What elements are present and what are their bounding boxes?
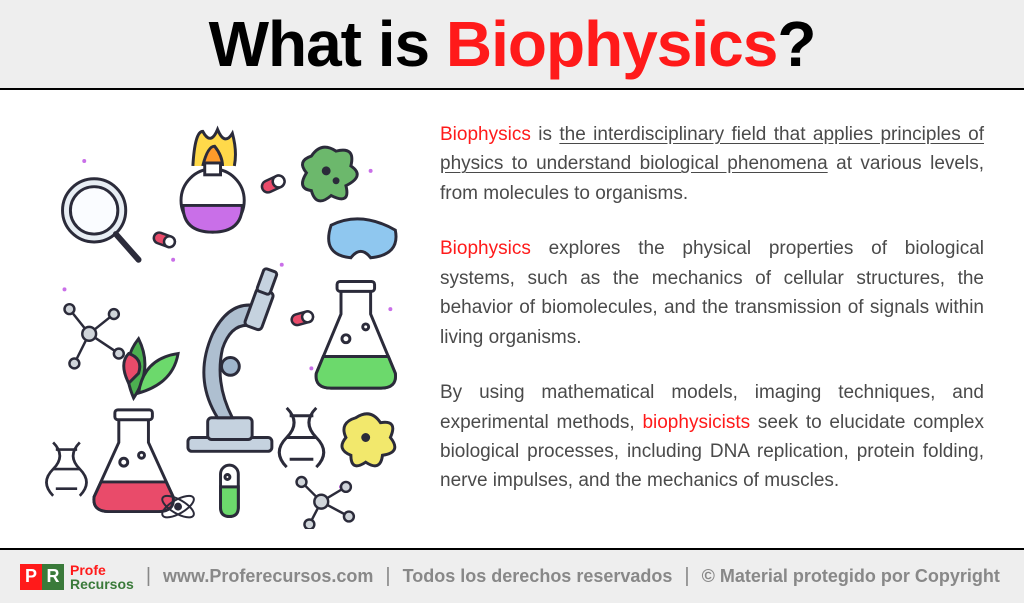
footer-copyright: © Material protegido por Copyright [702,566,1000,587]
magnifier-icon [63,179,139,260]
main-content: Biophysics is the interdisciplinary fiel… [0,90,1024,548]
footer-url: www.Proferecursos.com [163,566,373,587]
science-illustration [25,109,420,529]
illustration-panel [0,90,430,548]
plant-icon [124,339,178,398]
separator: | [146,565,151,588]
logo-text: Profe Recursos [70,563,134,591]
logo-line1: Profe [70,563,134,577]
highlight-1: Biophysics [440,124,531,145]
microscope-icon [188,268,278,451]
amoeba2-icon [342,414,395,466]
amoeba-icon [302,147,357,201]
highlight-2: Biophysics [440,238,531,259]
goggles-icon [329,219,396,258]
logo: P R Profe Recursos [20,563,134,591]
title-part3: ? [777,8,815,80]
burner-flask-icon [181,129,244,232]
logo-p: P [20,564,42,590]
molecule-icon [65,304,124,368]
logo-box: P R [20,564,64,590]
separator: | [684,565,689,588]
logo-line2: Recursos [70,577,134,591]
page-title: What is Biophysics? [209,7,816,81]
red-flask-icon [94,410,173,512]
text-content: Biophysics is the interdisciplinary fiel… [430,90,1024,548]
title-part1: What is [209,8,446,80]
footer-rights: Todos los derechos reservados [403,566,673,587]
highlight-3: biophysicists [642,412,750,433]
footer-bar: P R Profe Recursos | www.Proferecursos.c… [0,548,1024,603]
title-header: What is Biophysics? [0,0,1024,90]
dna-icon [46,408,323,496]
logo-r: R [42,564,64,590]
paragraph-3: By using mathematical models, imaging te… [440,378,984,496]
paragraph-2: Biophysics explores the physical propert… [440,234,984,352]
molecule2-icon [297,477,354,529]
test-tube-icon [221,465,239,516]
paragraph-1: Biophysics is the interdisciplinary fiel… [440,120,984,208]
title-part2: Biophysics [446,8,777,80]
conical-flask-icon [316,281,395,388]
separator: | [385,565,390,588]
